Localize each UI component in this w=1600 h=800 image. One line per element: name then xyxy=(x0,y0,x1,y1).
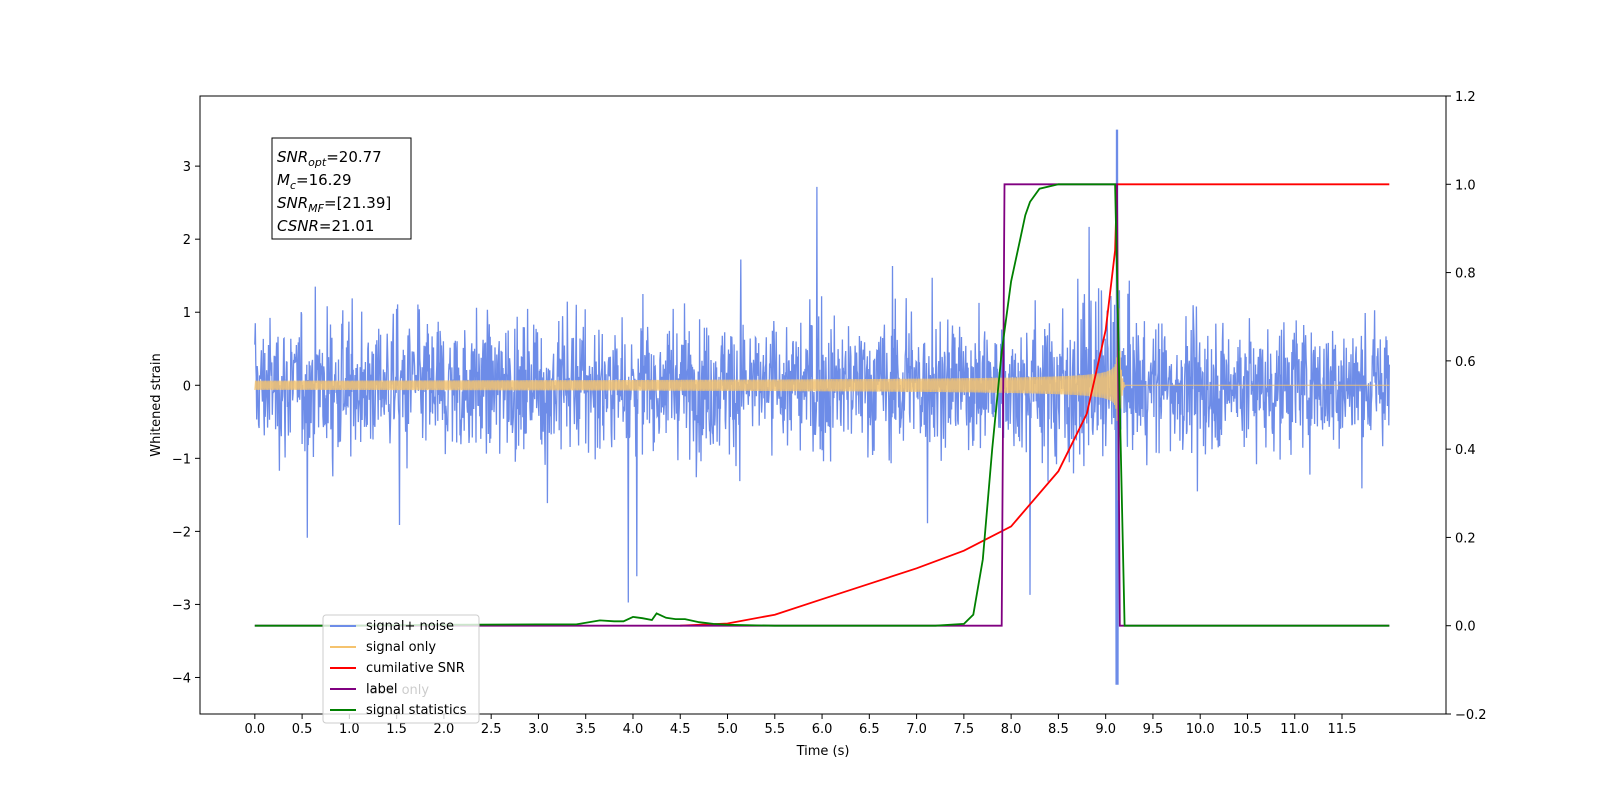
legend-entry: signal only xyxy=(366,640,436,655)
x-tick-label: 2.5 xyxy=(481,722,502,737)
y-axis-ticks: −4 −3 −2 −1 0 1 2 3 xyxy=(172,160,200,686)
annotation-frame xyxy=(271,137,412,240)
y-tick-label: −1 xyxy=(172,452,191,467)
y-tick-label: 1 xyxy=(183,306,191,321)
x-tick-label: 5.5 xyxy=(764,722,785,737)
x-tick-label: 5.0 xyxy=(717,722,738,737)
y-axis-label: Whitened strain xyxy=(149,353,164,456)
x-tick-label: 8.0 xyxy=(1001,722,1022,737)
x-tick-label: 7.5 xyxy=(954,722,975,737)
legend-entry: cumilative SNR xyxy=(366,661,465,676)
annotation-line: CSNR=21.01 xyxy=(277,217,374,235)
y-tick-label: 0 xyxy=(183,379,191,394)
y2-tick-label: 0.0 xyxy=(1455,620,1476,635)
x-tick-label: 6.0 xyxy=(812,722,833,737)
legend-frame xyxy=(322,614,480,724)
annotation-line: SNRMF=[21.39] xyxy=(277,194,391,215)
legend: label only signal+ noise signal only cumila… xyxy=(322,614,480,724)
x-tick-label: 3.0 xyxy=(528,722,549,737)
legend-entry: signal+ noise xyxy=(366,619,454,634)
plot-frame xyxy=(199,95,1447,715)
x-axis-label: Time (s) xyxy=(796,744,850,759)
y2-tick-label: 0.4 xyxy=(1455,443,1476,458)
x-tick-label: 7.0 xyxy=(906,722,927,737)
x-tick-label: 8.5 xyxy=(1048,722,1069,737)
x-tick-label: 11.5 xyxy=(1328,722,1357,737)
y-tick-label: −2 xyxy=(172,525,191,540)
x-tick-label: 0.5 xyxy=(292,722,313,737)
signal-only-line xyxy=(254,213,1390,501)
y-tick-label: −3 xyxy=(172,598,191,613)
x-tick-label: 9.0 xyxy=(1095,722,1116,737)
y2-axis-ticks: −0.2 0.0 0.2 0.4 0.6 0.8 1.0 1.2 xyxy=(1446,90,1487,723)
y2-tick-label: 1.0 xyxy=(1455,178,1476,193)
signal-only-series xyxy=(254,213,1390,501)
x-tick-label: 0.0 xyxy=(244,722,265,737)
x-tick-label: 4.0 xyxy=(623,722,644,737)
y2-tick-label: −0.2 xyxy=(1455,708,1487,723)
x-tick-label: 11.0 xyxy=(1280,722,1309,737)
right-axis-series xyxy=(254,183,1390,627)
x-tick-label: 1.5 xyxy=(386,722,407,737)
x-tick-label: 9.5 xyxy=(1143,722,1164,737)
y-tick-label: 2 xyxy=(183,233,191,248)
y-tick-label: −4 xyxy=(172,671,191,686)
x-tick-label: 10.5 xyxy=(1233,722,1262,737)
y2-tick-label: 0.2 xyxy=(1455,531,1476,546)
y-tick-label: 3 xyxy=(183,160,191,175)
y2-tick-label: 1.2 xyxy=(1455,90,1476,105)
signal-statistics-line xyxy=(254,183,1390,627)
x-tick-label: 4.5 xyxy=(670,722,691,737)
y2-tick-label: 0.8 xyxy=(1455,267,1476,282)
signal-noise-line xyxy=(254,129,1390,685)
x-tick-label: 3.5 xyxy=(575,722,596,737)
signal-noise-series xyxy=(254,129,1390,685)
legend-hidden-entry: label only xyxy=(366,683,429,698)
legend-entry: label xyxy=(366,682,397,697)
x-tick-label: 2.0 xyxy=(434,722,455,737)
x-axis-ticks: 0.0 0.5 1.0 1.5 2.0 2.5 3.0 3.5 4.0 4.5 5.0 5.5 6.0 6… xyxy=(244,714,1356,737)
y2-tick-label: 0.6 xyxy=(1455,355,1476,370)
x-tick-label: 6.5 xyxy=(859,722,880,737)
legend-entry: signal statistics xyxy=(366,703,467,718)
annotation-line: Mc=16.29 xyxy=(277,171,352,192)
x-tick-label: 10.0 xyxy=(1186,722,1215,737)
x-tick-label: 1.0 xyxy=(339,722,360,737)
annotation-line: SNRopt=20.77 xyxy=(277,148,382,169)
